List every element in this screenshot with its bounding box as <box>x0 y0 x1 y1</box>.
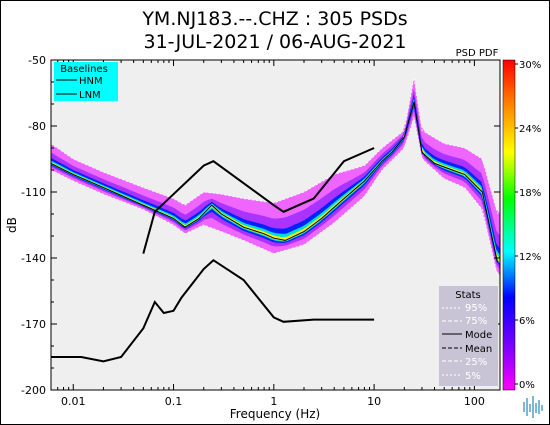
x-tick-label: 100 <box>464 395 485 408</box>
x-tick-label: 1 <box>270 395 277 408</box>
stat-line-p95 <box>51 77 498 215</box>
colorbar-tick-label: 0% <box>519 380 535 391</box>
colorbar-tick-label: 12% <box>519 252 541 263</box>
baselines-legend-title: Baselines <box>60 64 108 75</box>
colorbar-title: PSD PDF <box>456 48 499 59</box>
x-tick-label: 0.01 <box>61 395 86 408</box>
legend-p95: 95% <box>465 303 487 314</box>
psd-pdf-density <box>51 78 500 276</box>
baseline-lines <box>51 147 375 363</box>
legend-p5: 5% <box>465 371 481 382</box>
y-tick-label: -110 <box>21 186 46 199</box>
stat-line-mode <box>51 101 498 263</box>
y-tick-label: -170 <box>21 318 46 331</box>
legend-hnm: HNM <box>79 76 103 87</box>
x-tick-label: 0.1 <box>165 395 183 408</box>
chart-title-line1: YM.NJ183.--.CHZ : 305 PSDs <box>141 8 407 30</box>
colorbar-tick-label: 24% <box>519 124 541 135</box>
logo-icon <box>523 396 543 418</box>
plot-border <box>50 59 501 391</box>
stats-lines <box>51 77 498 276</box>
y-tick-label: -50 <box>28 54 46 67</box>
y-tick-label: -140 <box>21 252 46 265</box>
pdf-band-blue <box>51 95 500 267</box>
colorbar-ticks: 30% 24% 18% 12% 6% 0% <box>515 60 541 391</box>
x-tick-label: 10 <box>367 395 381 408</box>
colorbar <box>502 59 516 391</box>
legend-mode: Mode <box>465 330 492 341</box>
stats-legend: Stats 95% 75% Mode Mean 25% 5% <box>439 286 498 386</box>
legend-p75: 75% <box>465 316 487 327</box>
legend-p25: 25% <box>465 357 487 368</box>
y-tick-label: -200 <box>21 384 46 397</box>
baseline-lnm <box>51 258 375 363</box>
colorbar-tick-label: 6% <box>519 316 535 327</box>
baselines-legend: Baselines HNM LNM <box>54 62 118 101</box>
x-axis-label: Frequency (Hz) <box>230 407 321 421</box>
y-axis-ticks: -50 -80 -110 -140 -170 -200 <box>21 54 500 397</box>
stats-legend-title: Stats <box>455 290 481 301</box>
y-tick-label: -80 <box>28 120 46 133</box>
colorbar-tick-label: 30% <box>519 60 541 71</box>
stat-line-p5 <box>51 117 498 276</box>
legend-mean: Mean <box>465 344 492 355</box>
chart-title-line2: 31-JUL-2021 / 06-AUG-2021 <box>144 31 407 53</box>
colorbar-tick-label: 18% <box>519 188 541 199</box>
baseline-hnm <box>142 147 375 254</box>
legend-lnm: LNM <box>79 90 101 101</box>
y-axis-label: dB <box>5 217 19 233</box>
